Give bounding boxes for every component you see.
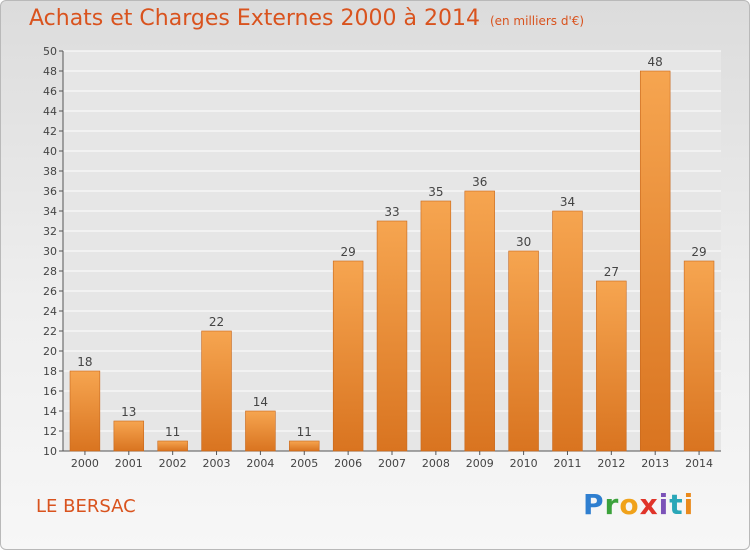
data-label-2013: 48 xyxy=(648,55,663,69)
y-tick-label: 10 xyxy=(43,445,57,458)
y-tick-label: 34 xyxy=(43,205,57,218)
y-tick-label: 32 xyxy=(43,225,57,238)
bar-2010 xyxy=(508,250,539,452)
bar-2014 xyxy=(683,260,715,452)
bar-2003 xyxy=(201,330,232,452)
bar-2006 xyxy=(332,260,364,452)
bar-2007 xyxy=(376,220,408,452)
x-tick-label-2006: 2006 xyxy=(334,457,362,470)
bar-2011 xyxy=(552,210,583,452)
chart-title: Achats et Charges Externes 2000 à 2014 (e… xyxy=(29,6,584,31)
y-tick-label: 40 xyxy=(43,145,57,158)
y-tick-label: 28 xyxy=(43,265,57,278)
data-label-2005: 11 xyxy=(297,425,312,439)
y-tick-label: 12 xyxy=(43,425,57,438)
y-tick-label: 44 xyxy=(43,105,57,118)
y-tick-label: 16 xyxy=(43,385,57,398)
x-tick-label-2009: 2009 xyxy=(466,457,494,470)
data-label-2003: 22 xyxy=(209,315,224,329)
y-tick-label: 46 xyxy=(43,85,57,98)
bar-2009 xyxy=(464,190,495,452)
y-tick-label: 26 xyxy=(43,285,57,298)
y-tick-label: 50 xyxy=(43,45,57,58)
y-tick-label: 30 xyxy=(43,245,57,258)
x-tick-label-2010: 2010 xyxy=(510,457,538,470)
data-label-2014: 29 xyxy=(691,245,706,259)
data-label-2004: 14 xyxy=(253,395,268,409)
data-label-2011: 34 xyxy=(560,195,575,209)
x-tick-label-2014: 2014 xyxy=(685,457,713,470)
x-tick-label-2007: 2007 xyxy=(378,457,406,470)
x-tick-label-2000: 2000 xyxy=(71,457,99,470)
data-label-2007: 33 xyxy=(384,205,399,219)
bar-2008 xyxy=(420,200,452,452)
y-tick-label: 18 xyxy=(43,365,57,378)
x-tick-label-2005: 2005 xyxy=(290,457,318,470)
proxiti-logo: Proxiti xyxy=(583,488,695,521)
data-label-2000: 18 xyxy=(77,355,92,369)
y-tick-label: 48 xyxy=(43,65,57,78)
y-tick-label: 42 xyxy=(43,125,57,138)
x-tick-label-2013: 2013 xyxy=(641,457,669,470)
place-name: LE BERSAC xyxy=(36,496,136,517)
y-tick-label: 38 xyxy=(43,165,57,178)
x-tick-label-2001: 2001 xyxy=(115,457,143,470)
y-tick-label: 20 xyxy=(43,345,57,358)
x-tick-label-2012: 2012 xyxy=(597,457,625,470)
bar-2000 xyxy=(69,370,101,452)
bar-2013 xyxy=(639,70,671,452)
y-tick-label: 22 xyxy=(43,325,57,338)
bar-2001 xyxy=(113,420,145,452)
data-label-2001: 13 xyxy=(121,405,136,419)
y-tick-label: 14 xyxy=(43,405,57,418)
x-tick-label-2002: 2002 xyxy=(159,457,187,470)
bar-2005 xyxy=(289,440,320,452)
y-tick-label: 36 xyxy=(43,185,57,198)
bar-2004 xyxy=(245,410,276,452)
chart-subtitle: (en milliers d'€) xyxy=(489,14,585,28)
bar-2002 xyxy=(157,440,188,452)
x-tick-label-2011: 2011 xyxy=(553,457,581,470)
chart-title-text: Achats et Charges Externes 2000 à 2014 xyxy=(29,6,480,31)
x-tick-label-2003: 2003 xyxy=(203,457,231,470)
data-label-2006: 29 xyxy=(340,245,355,259)
data-label-2012: 27 xyxy=(604,265,619,279)
y-tick-label: 24 xyxy=(43,305,57,318)
x-tick-label-2004: 2004 xyxy=(246,457,274,470)
x-tick-label-2008: 2008 xyxy=(422,457,450,470)
bar-2012 xyxy=(596,280,627,452)
data-label-2008: 35 xyxy=(428,185,443,199)
data-label-2009: 36 xyxy=(472,175,487,189)
data-label-2002: 11 xyxy=(165,425,180,439)
data-label-2010: 30 xyxy=(516,235,531,249)
